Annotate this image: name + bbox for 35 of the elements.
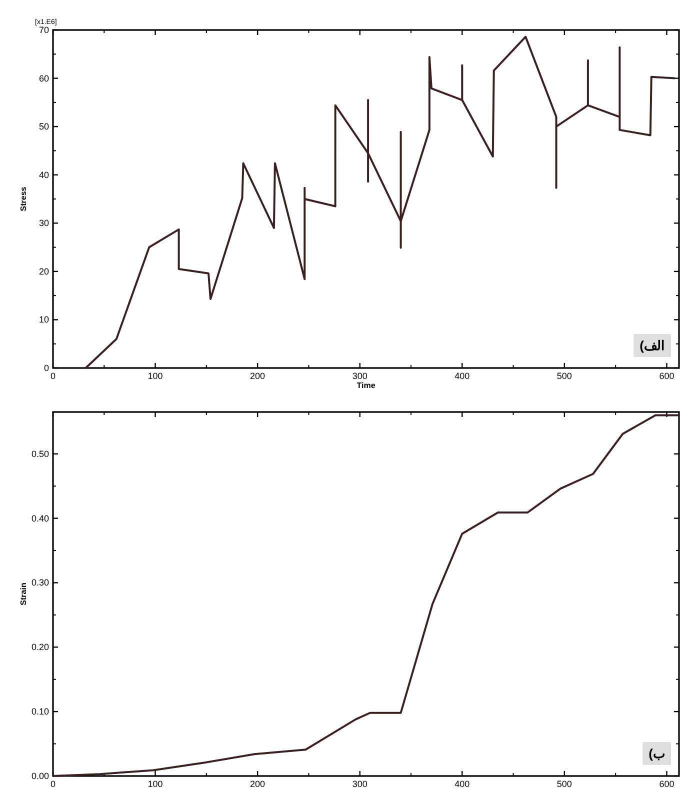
y-tick-label: 40 [38, 170, 49, 180]
line-series [52, 414, 680, 777]
y-axis-title: Stress [19, 186, 28, 212]
y-tick-label: 30 [38, 218, 49, 228]
y-tick-label: 0.50 [31, 448, 49, 459]
x-tick-label: 300 [352, 779, 368, 789]
y-tick-label: 10 [38, 314, 49, 325]
annotation: ب) [648, 746, 665, 761]
y-axis-title: Strain [19, 582, 28, 606]
y-tick-label: 20 [38, 266, 49, 276]
x-tick-label: 400 [454, 779, 470, 789]
x-tick-label: 0 [50, 371, 56, 381]
y-tick-label: 50 [38, 122, 49, 132]
x-tick-label: 200 [250, 779, 266, 789]
y-tick-label: 0 [44, 363, 49, 373]
y-tick-label: 0.30 [31, 578, 49, 588]
annotation: الف) [640, 338, 665, 353]
x-tick-label: 500 [556, 371, 572, 381]
x-axis-title: Time [356, 381, 376, 390]
y-tick-label: 0.10 [31, 706, 49, 717]
x-tick-label: 300 [352, 371, 368, 381]
x-tick-label: 200 [250, 371, 266, 381]
x-tick-label: 600 [659, 779, 674, 789]
y-tick-label: 0.20 [31, 642, 49, 652]
x-tick-label: 100 [148, 371, 163, 381]
x-tick-label: 500 [556, 779, 572, 789]
x-tick-label: 100 [148, 779, 163, 789]
line-series [84, 36, 676, 369]
x-tick-label: 0 [50, 779, 56, 789]
x-tick-label: 600 [659, 371, 674, 381]
y-tick-label: 0.40 [31, 513, 49, 524]
y-tick-label: 70 [38, 25, 49, 35]
y-tick-label: 60 [38, 73, 49, 84]
y-tick-label: 0.00 [31, 771, 49, 781]
x-tick-label: 400 [454, 371, 470, 381]
